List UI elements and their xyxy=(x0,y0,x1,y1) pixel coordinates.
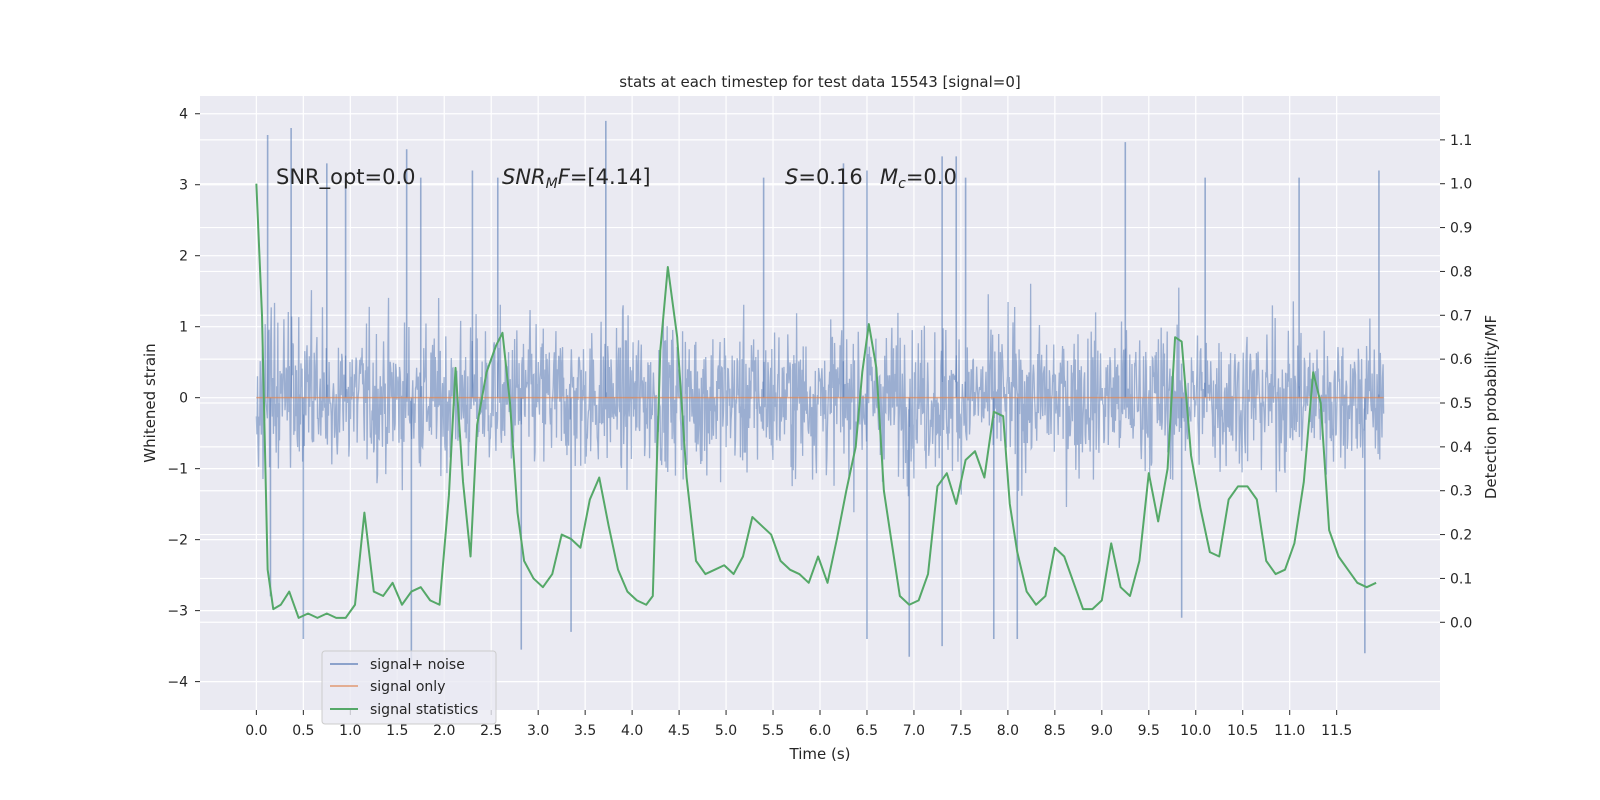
grid-lines xyxy=(200,96,1440,710)
annotation-s: S=0.16 xyxy=(785,165,863,189)
x-tick-label: 9.5 xyxy=(1138,723,1160,739)
y-tick-label: −1 xyxy=(167,462,188,478)
x-tick-label: 10.5 xyxy=(1227,723,1258,739)
y-right-tick-label: 1.0 xyxy=(1450,177,1472,193)
series-signal-statistics xyxy=(255,183,1377,619)
y-right-tick-label: 0.2 xyxy=(1450,528,1472,544)
x-tick-label: 11.5 xyxy=(1321,723,1352,739)
legend-label-signal-only: signal only xyxy=(370,679,445,695)
y-axis-label: Whitened strain xyxy=(141,343,159,462)
y-right-tick-label: 0.3 xyxy=(1450,484,1472,500)
legend-label-signal-statistics: signal statistics xyxy=(370,702,478,718)
y-right-tick-label: 0.0 xyxy=(1450,615,1472,631)
y-right-tick-label: 0.5 xyxy=(1450,396,1472,412)
annotation-snr-mf: SNRMF=[4.14] xyxy=(502,165,651,192)
x-tick-label: 10.0 xyxy=(1180,723,1211,739)
x-tick-label: 7.0 xyxy=(903,723,925,739)
annotation-mc: Mc=0.0 xyxy=(880,165,957,192)
annotation-snr-opt: SNR_opt=0.0 xyxy=(276,165,416,190)
y-tick-label: 0 xyxy=(179,391,188,407)
legend-box xyxy=(321,650,497,725)
legend: signal+ noise signal only signal statist… xyxy=(321,650,497,725)
x-tick-label: 2.0 xyxy=(433,723,455,739)
x-tick-label: 9.0 xyxy=(1091,723,1113,739)
y-right-tick-label: 0.7 xyxy=(1450,308,1472,324)
x-tick-label: 4.0 xyxy=(621,723,643,739)
y-right-tick-label: 0.9 xyxy=(1450,221,1472,237)
y-tick-label: −4 xyxy=(167,675,188,691)
x-tick-label: 2.5 xyxy=(480,723,502,739)
y-tick-label: −3 xyxy=(167,604,188,620)
y-tick-label: −2 xyxy=(167,533,188,549)
signal-statistics-line xyxy=(255,183,1377,619)
legend-label-signal-noise: signal+ noise xyxy=(370,657,465,673)
y-tick-label: 2 xyxy=(179,249,188,265)
x-tick-label: 0.0 xyxy=(245,723,267,739)
x-tick-label: 5.0 xyxy=(715,723,737,739)
x-tick-label: 6.5 xyxy=(856,723,878,739)
y-tick-label: 3 xyxy=(179,178,188,194)
x-tick-label: 1.5 xyxy=(386,723,408,739)
y-right-tick-label: 1.1 xyxy=(1450,133,1472,149)
y-right-tick-label: 0.1 xyxy=(1450,571,1472,587)
x-tick-label: 8.5 xyxy=(1044,723,1066,739)
x-tick-label: 0.5 xyxy=(292,723,314,739)
x-tick-label: 3.0 xyxy=(527,723,549,739)
x-tick-label: 4.5 xyxy=(668,723,690,739)
chart-title: stats at each timestep for test data 155… xyxy=(619,73,1020,91)
x-tick-label: 11.0 xyxy=(1274,723,1305,739)
x-tick-label: 3.5 xyxy=(574,723,596,739)
x-tick-label: 6.0 xyxy=(809,723,831,739)
y-right-axis-label: Detection probability/MF xyxy=(1482,315,1500,499)
x-tick-label: 7.5 xyxy=(950,723,972,739)
y-right-tick-label: 0.6 xyxy=(1450,352,1472,368)
y-tick-label: 1 xyxy=(179,320,188,336)
x-tick-label: 1.0 xyxy=(339,723,361,739)
x-axis-label: Time (s) xyxy=(789,745,851,763)
y-right-tick-label: 0.4 xyxy=(1450,440,1472,456)
y-tick-label: 4 xyxy=(179,107,188,123)
x-tick-label: 5.5 xyxy=(762,723,784,739)
y-right-tick-label: 0.8 xyxy=(1450,264,1472,280)
axes-ticks: 0.0 0.5 1.0 1.5 2.0 2.5 3.0 3.5 4.0 4.5 5.0 5.5 6.0 6… xyxy=(167,107,1472,739)
series-signal-noise xyxy=(255,120,1385,661)
x-tick-label: 8.0 xyxy=(997,723,1019,739)
signal-noise-trace xyxy=(255,283,1385,513)
